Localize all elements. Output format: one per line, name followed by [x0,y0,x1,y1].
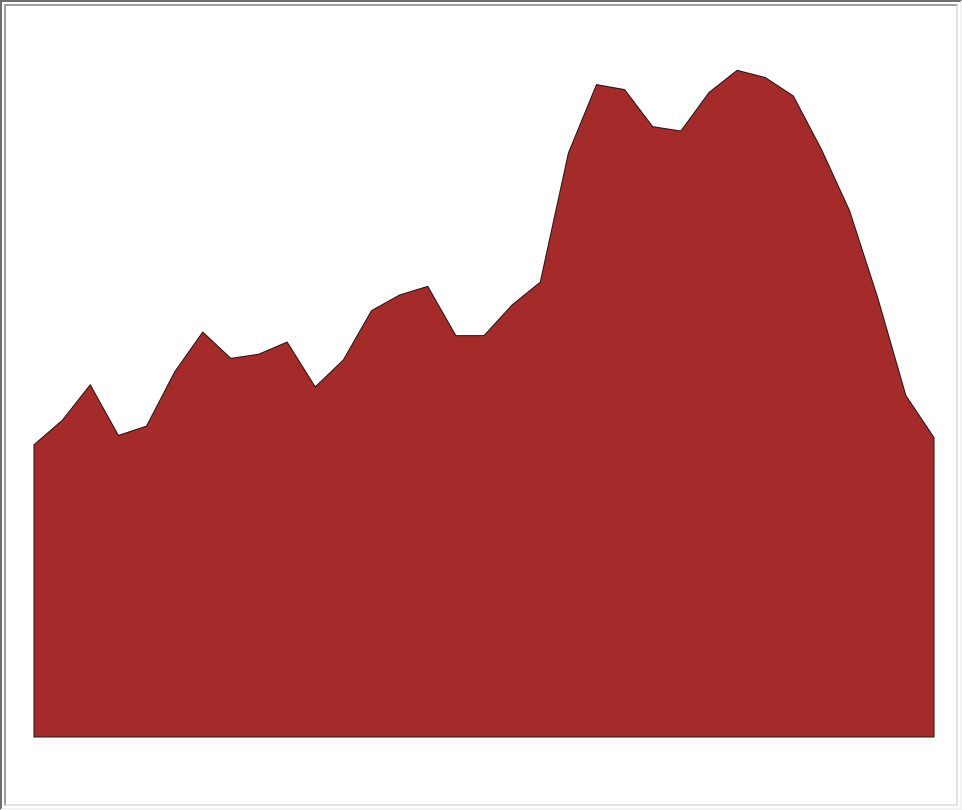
series-layer [33,69,935,738]
area-series-0 [33,69,935,738]
